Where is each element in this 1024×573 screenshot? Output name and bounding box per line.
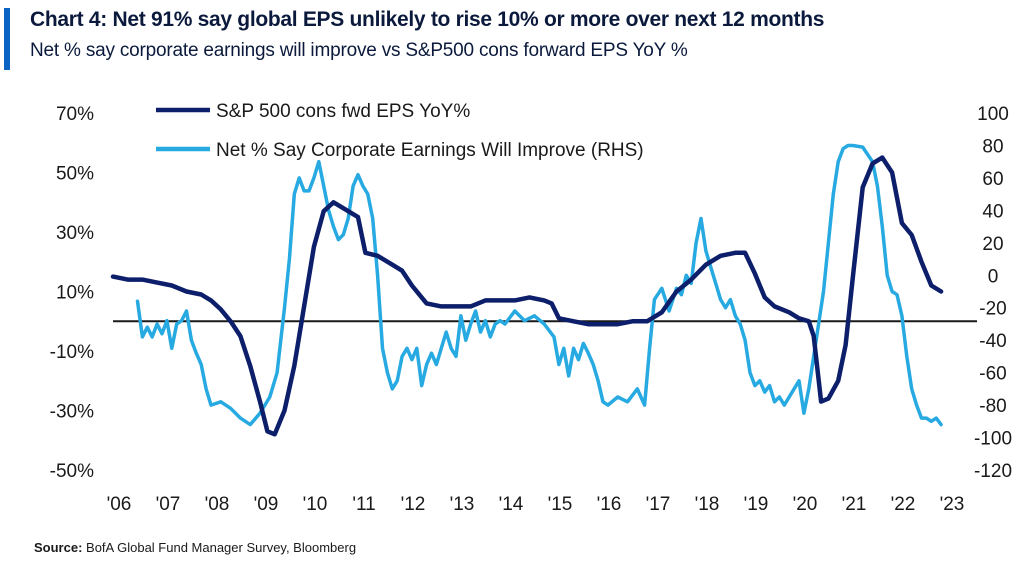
x-tick-label: '12 bbox=[401, 494, 426, 515]
x-tick-label: '06 bbox=[107, 494, 132, 515]
left-tick-label: 30% bbox=[56, 223, 94, 244]
right-tick-label: 40 bbox=[982, 201, 1003, 222]
x-tick-label: '19 bbox=[744, 494, 769, 515]
x-tick-label: '13 bbox=[450, 494, 475, 515]
right-tick-label: 80 bbox=[982, 136, 1003, 157]
legend: S&P 500 cons fwd EPS YoY% Net % Say Corp… bbox=[156, 101, 644, 161]
right-tick-label: -120 bbox=[974, 461, 1012, 482]
title-accent-bar bbox=[4, 8, 10, 70]
x-tick-label: '23 bbox=[940, 494, 965, 515]
right-tick-label: 100 bbox=[977, 104, 1009, 125]
legend-label-sp500: S&P 500 cons fwd EPS YoY% bbox=[216, 101, 470, 122]
right-tick-label: -80 bbox=[979, 396, 1006, 417]
right-axis: 100 80 60 40 20 0 -20 -40 -60 -80 -100 -120 bbox=[974, 104, 1012, 482]
x-tick-label: '09 bbox=[254, 494, 279, 515]
x-tick-label: '17 bbox=[646, 494, 671, 515]
left-tick-label: -50% bbox=[50, 461, 94, 482]
x-tick-label: '15 bbox=[548, 494, 573, 515]
left-tick-label: -10% bbox=[50, 342, 94, 363]
x-tick-label: '22 bbox=[891, 494, 916, 515]
left-tick-label: 10% bbox=[56, 283, 94, 304]
right-tick-label: 0 bbox=[988, 266, 999, 287]
source-label: Source: bbox=[34, 540, 83, 555]
x-tick-label: '08 bbox=[205, 494, 230, 515]
series-line-net-pct-earnings bbox=[135, 143, 943, 427]
right-tick-label: -20 bbox=[979, 299, 1006, 320]
right-tick-label: -100 bbox=[974, 429, 1012, 450]
series-layer bbox=[110, 143, 944, 437]
source-note: Source: BofA Global Fund Manager Survey,… bbox=[34, 540, 356, 555]
right-tick-label: 60 bbox=[982, 169, 1003, 190]
x-tick-label: '10 bbox=[303, 494, 328, 515]
x-tick-label: '16 bbox=[597, 494, 622, 515]
chart-subtitle: Net % say corporate earnings will improv… bbox=[30, 40, 688, 61]
right-tick-label: -60 bbox=[979, 364, 1006, 385]
left-tick-label: 50% bbox=[56, 164, 94, 185]
x-axis: '06 '07 '08 '09 '10 '11 '12 '13 '14 '15 '16 '17 '18 '… bbox=[107, 494, 965, 515]
x-tick-label: '18 bbox=[695, 494, 720, 515]
x-tick-label: '21 bbox=[842, 494, 867, 515]
source-text: BofA Global Fund Manager Survey, Bloombe… bbox=[86, 540, 357, 555]
x-tick-label: '07 bbox=[156, 494, 181, 515]
x-tick-label: '14 bbox=[499, 494, 524, 515]
left-tick-label: -30% bbox=[50, 402, 94, 423]
chart-title: Chart 4: Net 91% say global EPS unlikely… bbox=[30, 8, 825, 31]
legend-label-net-pct: Net % Say Corporate Earnings Will Improv… bbox=[216, 140, 644, 161]
x-tick-label: '11 bbox=[352, 494, 375, 515]
left-tick-label: 70% bbox=[56, 104, 94, 125]
series-line-sp500-eps bbox=[110, 155, 944, 437]
right-tick-label: 20 bbox=[982, 234, 1003, 255]
right-tick-label: -40 bbox=[979, 331, 1006, 352]
x-tick-label: '20 bbox=[793, 494, 818, 515]
left-axis: 70% 50% 30% 10% -10% -30% -50% bbox=[50, 104, 94, 482]
